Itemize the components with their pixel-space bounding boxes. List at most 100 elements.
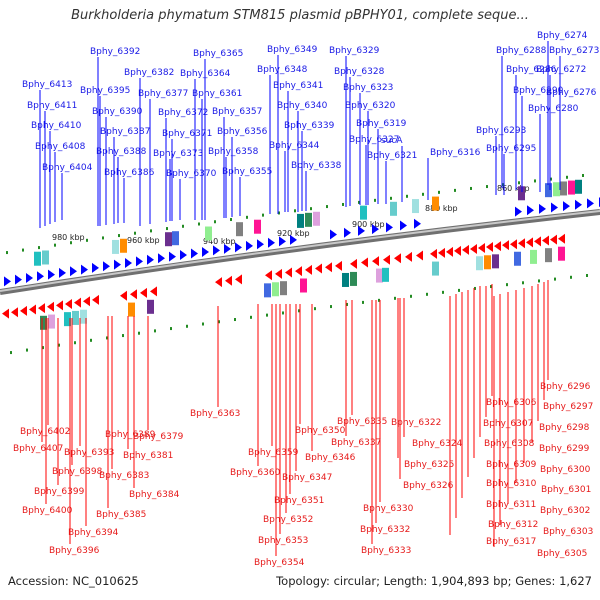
gene-label-bphy-6307[interactable]: Bphy_6307 bbox=[483, 419, 533, 429]
gene-label-bphy-6328[interactable]: Bphy_6328 bbox=[334, 67, 385, 77]
gene-label-bphy-6316[interactable]: Bphy_6316 bbox=[430, 148, 481, 158]
gene-label-bphy-6379[interactable]: Bphy_6379 bbox=[133, 432, 184, 442]
gene-label-bphy-6308[interactable]: Bphy_6308 bbox=[484, 439, 535, 449]
gene-label-bphy-6350[interactable]: Bphy_6350 bbox=[295, 426, 346, 436]
gene-label-bphy-6337[interactable]: Bphy_6337 bbox=[331, 438, 381, 448]
gene-label-bphy-6413[interactable]: Bphy_6413 bbox=[22, 80, 72, 90]
gene-label-bphy-6371[interactable]: Bphy_6371 bbox=[162, 129, 212, 139]
gene-label-bphy-6332[interactable]: Bphy_6332 bbox=[360, 525, 410, 535]
gene-label-bphy-6288[interactable]: Bphy_6288 bbox=[496, 46, 547, 56]
gene-label-bphy-6312[interactable]: Bphy_6312 bbox=[488, 520, 538, 530]
gene-label-bphy-6272[interactable]: Bphy_6272 bbox=[536, 65, 586, 75]
gene-label-bphy-6295[interactable]: Bphy_6295 bbox=[486, 144, 536, 154]
gene-label-bphy-6305[interactable]: Bphy_6305 bbox=[537, 549, 587, 559]
gene-label-bphy-6347[interactable]: Bphy_6347 bbox=[282, 473, 332, 483]
gene-label-bphy-6395[interactable]: Bphy_6395 bbox=[80, 86, 130, 96]
gene-label-bphy-6339[interactable]: Bphy_6339 bbox=[284, 121, 335, 131]
gene-label-bphy-6356[interactable]: Bphy_6356 bbox=[217, 127, 268, 137]
gene-label-bphy-6372[interactable]: Bphy_6372 bbox=[158, 108, 208, 118]
gene-label-bphy-6394[interactable]: Bphy_6394 bbox=[68, 528, 119, 538]
gene-label-bphy-6306[interactable]: Bphy_6306 bbox=[486, 398, 537, 408]
gene-label-bphy-6352[interactable]: Bphy_6352 bbox=[263, 515, 313, 525]
gene-label-bphy-6293[interactable]: Bphy_6293 bbox=[476, 126, 526, 136]
gene-label-bphy-6276[interactable]: Bphy_6276 bbox=[546, 88, 597, 98]
gene-label-bphy-6351[interactable]: Bphy_6351 bbox=[274, 496, 324, 506]
gene-label-bphy-6360[interactable]: Bphy_6360 bbox=[230, 468, 281, 478]
gene-label-bphy-6329[interactable]: Bphy_6329 bbox=[329, 46, 380, 56]
gene-label-bphy-6297[interactable]: Bphy_6297 bbox=[543, 402, 593, 412]
gene-label-bphy-6392[interactable]: Bphy_6392 bbox=[90, 47, 140, 57]
gene-label-bphy-6358[interactable]: Bphy_6358 bbox=[208, 147, 259, 157]
gene-label-bphy-6300[interactable]: Bphy_6300 bbox=[540, 465, 591, 475]
gene-label-bphy-6349[interactable]: Bphy_6349 bbox=[267, 45, 318, 55]
gene-label-bphy-6382[interactable]: Bphy_6382 bbox=[124, 68, 174, 78]
gene-label-bphy-6325[interactable]: Bphy_6325 bbox=[404, 460, 454, 470]
gene-label-bphy-6317[interactable]: Bphy_6317 bbox=[486, 537, 536, 547]
gene-label-bphy-6280[interactable]: Bphy_6280 bbox=[528, 104, 579, 114]
gene-label-bphy-6385[interactable]: Bphy_6385 bbox=[96, 510, 146, 520]
gene-label-bphy-6384[interactable]: Bphy_6384 bbox=[129, 490, 180, 500]
gene-label-bphy-6302[interactable]: Bphy_6302 bbox=[540, 506, 590, 516]
gene-label-bphy-6365[interactable]: Bphy_6365 bbox=[193, 49, 243, 59]
gene-label-bphy-6381[interactable]: Bphy_6381 bbox=[123, 451, 173, 461]
gene-label-bphy-6411[interactable]: Bphy_6411 bbox=[27, 101, 77, 111]
gene-label-bphy-6357[interactable]: Bphy_6357 bbox=[212, 107, 262, 117]
gene-label-bphy-6320[interactable]: Bphy_6320 bbox=[345, 101, 396, 111]
gene-label-bphy-6299[interactable]: Bphy_6299 bbox=[539, 444, 590, 454]
gene-label-bphy-6348[interactable]: Bphy_6348 bbox=[257, 65, 308, 75]
gene-label-bphy-6398[interactable]: Bphy_6398 bbox=[52, 467, 103, 477]
gene-label-bphy-6319[interactable]: Bphy_6319 bbox=[356, 119, 407, 129]
gene-label-bphy-6338[interactable]: Bphy_6338 bbox=[291, 161, 342, 171]
gene-label-bphy-6310[interactable]: Bphy_6310 bbox=[486, 479, 537, 489]
gene-label-bphy-6323[interactable]: Bphy_6323 bbox=[343, 83, 393, 93]
gene-label-bphy-6344[interactable]: Bphy_6344 bbox=[269, 141, 320, 151]
gene-label-bphy-6346[interactable]: Bphy_6346 bbox=[305, 453, 356, 463]
gene-label-bphy-6355[interactable]: Bphy_6355 bbox=[222, 167, 272, 177]
gene-label-bphy-6364[interactable]: Bphy_6364 bbox=[180, 69, 231, 79]
gene-label-bphy-6296[interactable]: Bphy_6296 bbox=[540, 382, 591, 392]
gene-label-bphy-6387[interactable]: Bphy_6387 bbox=[100, 127, 150, 137]
gene-label-bphy-6311[interactable]: Bphy_6311 bbox=[486, 500, 536, 510]
gene-label-bphy-6404[interactable]: Bphy_6404 bbox=[42, 163, 93, 173]
gene-label-bphy-6353[interactable]: Bphy_6353 bbox=[258, 536, 308, 546]
gene-label-bphy-6303[interactable]: Bphy_6303 bbox=[543, 527, 593, 537]
gene-label-suca[interactable]: sucA bbox=[381, 136, 403, 146]
gene-label-bphy-6361[interactable]: Bphy_6361 bbox=[192, 89, 242, 99]
gene-label-bphy-6321[interactable]: Bphy_6321 bbox=[367, 151, 417, 161]
gene-label-bphy-6324[interactable]: Bphy_6324 bbox=[412, 439, 463, 449]
gene-label-bphy-6390[interactable]: Bphy_6390 bbox=[92, 107, 143, 117]
gene-label-bphy-6326[interactable]: Bphy_6326 bbox=[403, 481, 454, 491]
gene-label-bphy-6388[interactable]: Bphy_6388 bbox=[96, 147, 147, 157]
gene-label-bphy-6408[interactable]: Bphy_6408 bbox=[35, 142, 86, 152]
gene-label-bphy-6286[interactable]: Bphy_6286 bbox=[506, 65, 557, 75]
gene-label-bphy-6400[interactable]: Bphy_6400 bbox=[22, 506, 73, 516]
gene-label-bphy-6274[interactable]: Bphy_6274 bbox=[537, 31, 588, 41]
gene-label-bphy-6273[interactable]: Bphy_6273 bbox=[549, 46, 599, 56]
gene-label-bphy-6407[interactable]: Bphy_6407 bbox=[13, 444, 63, 454]
gene-label-bphy-6359[interactable]: Bphy_6359 bbox=[248, 448, 299, 458]
gene-label-bphy-6354[interactable]: Bphy_6354 bbox=[254, 558, 305, 568]
gene-label-bphy-6327[interactable]: Bphy_6327 bbox=[349, 135, 399, 145]
gene-label-bphy-6410[interactable]: Bphy_6410 bbox=[31, 121, 82, 131]
gene-label-bphy-6377[interactable]: Bphy_6377 bbox=[138, 89, 188, 99]
gene-label-bphy-6389[interactable]: Bphy_6389 bbox=[105, 430, 156, 440]
gene-label-bphy-6335[interactable]: Bphy_6335 bbox=[337, 417, 387, 427]
gene-label-bphy-6373[interactable]: Bphy_6373 bbox=[153, 149, 203, 159]
gene-label-bphy-6383[interactable]: Bphy_6383 bbox=[99, 471, 149, 481]
gene-label-bphy-6322[interactable]: Bphy_6322 bbox=[391, 418, 441, 428]
gene-label-bphy-6341[interactable]: Bphy_6341 bbox=[273, 81, 323, 91]
gene-label-bphy-6402[interactable]: Bphy_6402 bbox=[20, 427, 70, 437]
gene-label-bphy-6290[interactable]: Bphy_6290 bbox=[513, 86, 564, 96]
gene-label-bphy-6386[interactable]: Bphy_6386 bbox=[104, 168, 155, 178]
gene-label-bphy-6396[interactable]: Bphy_6396 bbox=[49, 546, 100, 556]
gene-label-bphy-6330[interactable]: Bphy_6330 bbox=[363, 504, 414, 514]
gene-label-bphy-6399[interactable]: Bphy_6399 bbox=[34, 487, 85, 497]
gene-label-bphy-6340[interactable]: Bphy_6340 bbox=[277, 101, 328, 111]
gene-label-bphy-6309[interactable]: Bphy_6309 bbox=[486, 460, 537, 470]
gene-label-bphy-6298[interactable]: Bphy_6298 bbox=[539, 423, 590, 433]
gene-label-bphy-6363[interactable]: Bphy_6363 bbox=[190, 409, 240, 419]
gene-label-bphy-6301[interactable]: Bphy_6301 bbox=[541, 485, 591, 495]
gene-label-bphy-6370[interactable]: Bphy_6370 bbox=[166, 169, 217, 179]
gene-label-bphy-6393[interactable]: Bphy_6393 bbox=[64, 448, 114, 458]
gene-label-bphy-6333[interactable]: Bphy_6333 bbox=[361, 546, 411, 556]
